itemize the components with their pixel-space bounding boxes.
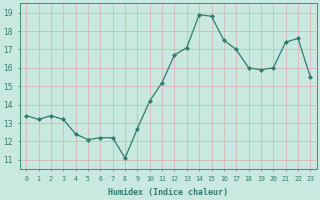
X-axis label: Humidex (Indice chaleur): Humidex (Indice chaleur): [108, 188, 228, 197]
